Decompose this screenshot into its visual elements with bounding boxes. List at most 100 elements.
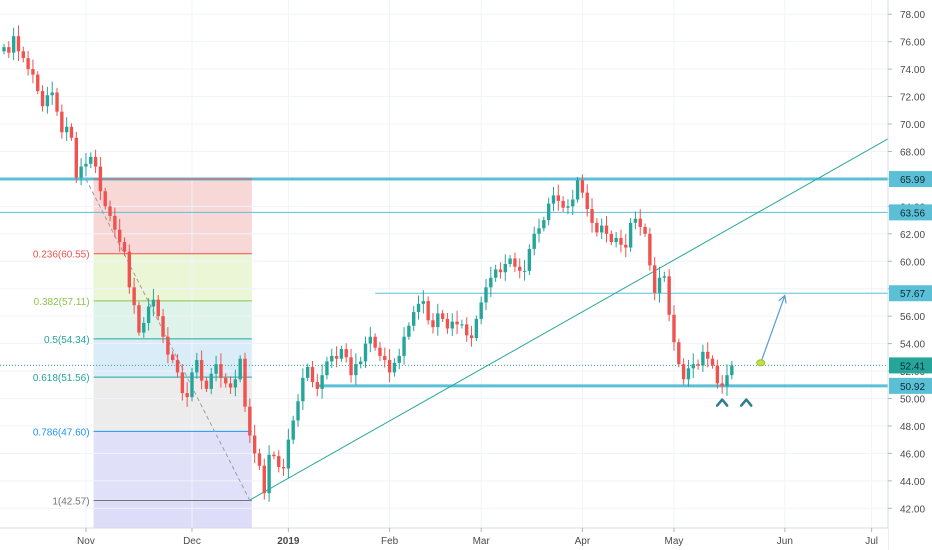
fib-level-label: 0.618(51.56) xyxy=(33,373,90,384)
price-tick-label: 44.00 xyxy=(900,477,925,488)
price-tag-bg xyxy=(889,204,932,221)
candle-body xyxy=(272,454,276,457)
candle-body xyxy=(137,305,141,333)
candle-body xyxy=(402,336,406,356)
candle-body xyxy=(180,372,185,393)
candle-body xyxy=(363,343,368,362)
price-axis[interactable]: 42.0044.0046.0048.0050.0052.0054.0056.00… xyxy=(887,0,932,550)
candle-body xyxy=(2,47,6,52)
candle-body xyxy=(310,366,315,383)
candle-body xyxy=(60,111,64,133)
candle-body xyxy=(498,269,503,273)
candle-body xyxy=(609,233,614,243)
candle-body xyxy=(479,302,483,319)
candle-body xyxy=(431,320,435,328)
candle-body xyxy=(354,364,358,376)
candle-body xyxy=(281,467,286,469)
candle-body xyxy=(190,372,194,398)
candle-body xyxy=(416,303,421,313)
candle-body xyxy=(243,358,247,407)
candle-body xyxy=(537,228,541,234)
price-tick-label: 56.00 xyxy=(900,312,925,323)
candle-body xyxy=(64,126,69,133)
candle-body xyxy=(489,277,493,288)
candle-body xyxy=(132,287,136,306)
fib-zone xyxy=(93,377,252,432)
candle-body xyxy=(267,454,271,494)
candle-body xyxy=(315,382,319,389)
candle-body xyxy=(305,366,310,378)
time-tick-label: Apr xyxy=(575,536,591,547)
price-tick-label: 42.00 xyxy=(900,504,925,515)
price-tag-label: 52.41 xyxy=(900,361,925,372)
fib-level-label: 0.5(54.34) xyxy=(44,335,90,346)
price-tick-label: 78.00 xyxy=(900,10,925,21)
time-axis[interactable]: Nov Dec 2019 Feb Mar Apr May Jun Jul xyxy=(0,527,888,550)
candle-body xyxy=(397,355,401,363)
candle-body xyxy=(508,258,512,264)
candle-body xyxy=(301,377,305,402)
candle-body xyxy=(440,313,445,319)
candle-body xyxy=(40,91,45,107)
candle-body xyxy=(286,439,291,469)
time-tick-label: May xyxy=(665,536,684,547)
candle-body xyxy=(277,456,281,468)
candle-body xyxy=(730,365,734,376)
candle-body xyxy=(84,163,88,167)
projection-arrowhead xyxy=(778,294,787,304)
price-tick-label: 72.00 xyxy=(900,93,925,104)
candle-body xyxy=(436,313,440,328)
candle-body xyxy=(542,220,546,229)
candle-body xyxy=(103,191,107,207)
candle-body xyxy=(407,325,411,337)
candle-body xyxy=(599,225,604,233)
price-tag-label: 63.56 xyxy=(900,208,925,219)
candle-body xyxy=(151,299,156,307)
start-marker xyxy=(756,359,766,367)
candle-body xyxy=(330,355,334,362)
candle-body xyxy=(26,58,30,70)
candle-body xyxy=(11,36,16,53)
candle-body xyxy=(686,368,691,380)
candle-body xyxy=(725,375,729,387)
time-tick-label: Feb xyxy=(381,536,399,547)
candle-body xyxy=(69,126,74,138)
fib-level-label: 0.786(47.60) xyxy=(33,427,90,438)
candle-body xyxy=(117,229,122,243)
price-tick-label: 60.00 xyxy=(900,257,925,268)
candle-body xyxy=(619,237,623,245)
candle-body xyxy=(426,301,430,321)
candle-body xyxy=(450,321,454,329)
candle-body xyxy=(98,166,103,192)
candle-body xyxy=(257,453,262,466)
candle-body xyxy=(296,401,300,421)
candle-body xyxy=(638,218,642,227)
candle-body xyxy=(233,379,238,388)
candle-body xyxy=(89,156,93,164)
candle-body xyxy=(16,36,21,52)
candle-body xyxy=(93,156,98,167)
candle-body xyxy=(161,316,165,337)
time-tick-label: Dec xyxy=(183,536,201,547)
candle-body xyxy=(681,364,686,380)
candle-body xyxy=(228,383,233,388)
candle-body xyxy=(412,312,416,326)
candle-body xyxy=(614,237,618,243)
candle-body xyxy=(113,215,117,230)
fib-level-label: 1(42.57) xyxy=(52,496,89,507)
price-tick-label: 46.00 xyxy=(900,449,925,460)
candle-body xyxy=(421,301,426,304)
price-tag-bg xyxy=(889,285,932,302)
candle-body xyxy=(653,265,657,293)
candle-body xyxy=(518,266,522,271)
candle-body xyxy=(720,383,724,387)
bottom-arrow-marker xyxy=(715,398,729,407)
candle-body xyxy=(291,420,295,440)
candle-body xyxy=(657,277,662,293)
price-tag-label: 50.92 xyxy=(900,382,925,393)
time-axis-bg xyxy=(0,528,888,550)
candle-body xyxy=(677,342,681,365)
fib-zone xyxy=(93,300,252,339)
candle-body xyxy=(195,360,199,373)
